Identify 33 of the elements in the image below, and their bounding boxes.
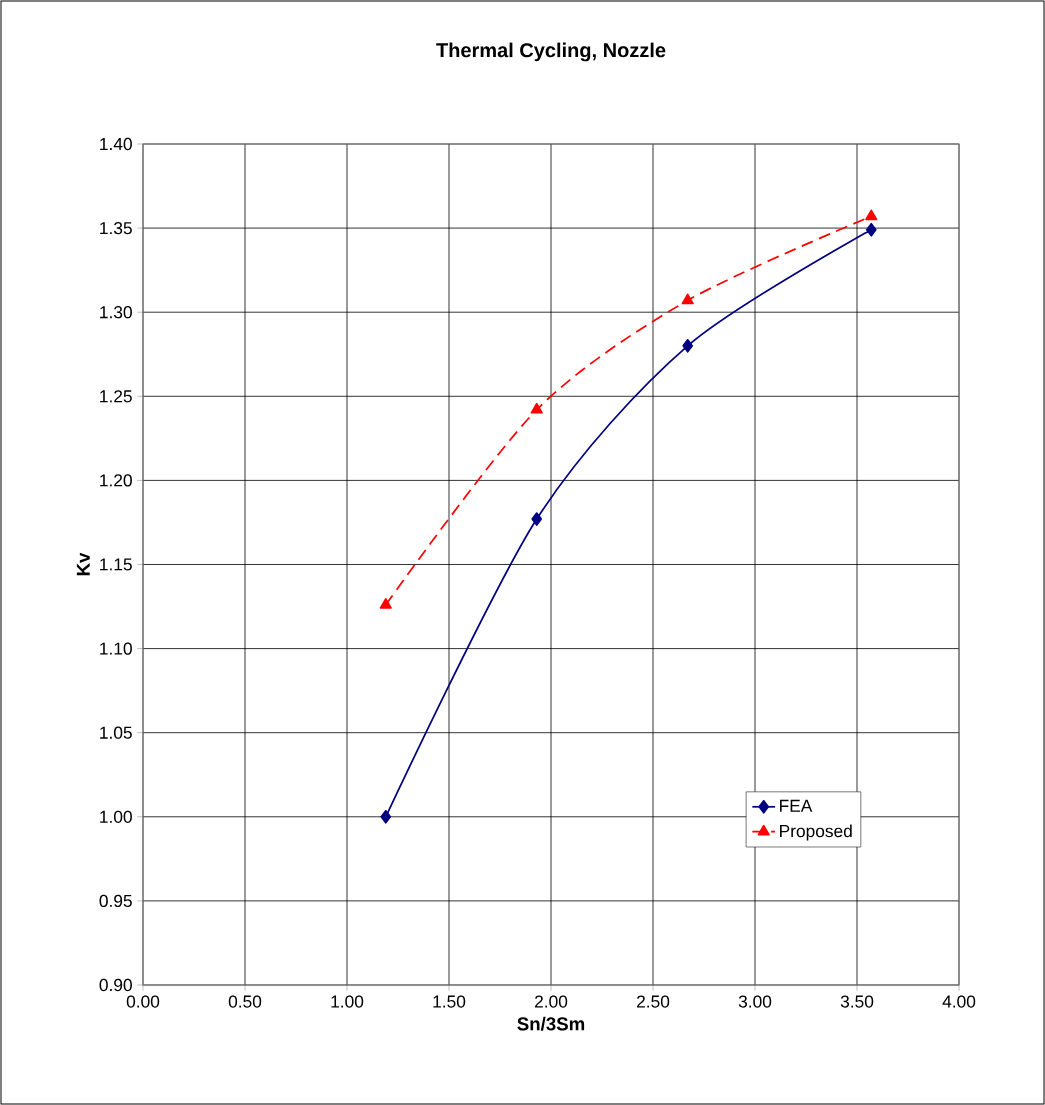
point xyxy=(681,293,694,305)
y-tick-label: 0.90 xyxy=(99,978,132,992)
y-tick-label: 1.25 xyxy=(100,390,132,403)
y-tick-label: 0.95 xyxy=(99,894,132,908)
x-tick-label: 1.00 xyxy=(331,995,364,1008)
x-tick-label: 2.00 xyxy=(535,995,568,1008)
y-tick-label: 1.35 xyxy=(100,221,132,235)
x-tick-label: 2.50 xyxy=(637,995,670,1008)
y-tick-label: 1.40 xyxy=(100,137,132,151)
y-axis-title: Kv xyxy=(76,552,90,576)
x-tick-label: 3.00 xyxy=(738,995,772,1008)
chart-title: Thermal Cycling, Nozzle xyxy=(436,42,666,62)
y-tick-label: 1.10 xyxy=(100,642,132,655)
y-tick-label: 1.20 xyxy=(100,474,132,487)
x-tick-label: 1.50 xyxy=(433,995,466,1008)
point xyxy=(379,597,392,609)
y-tick-label: 1.30 xyxy=(100,306,132,319)
y-tick-label: 1.15 xyxy=(100,558,132,571)
point xyxy=(380,809,392,824)
x-tick-label: 3.50 xyxy=(840,995,874,1008)
x-tick-label: 0.00 xyxy=(126,995,160,1008)
legend-label: FEA xyxy=(780,799,813,812)
x-tick-label: 4.00 xyxy=(942,995,976,1008)
y-tick-label: 1.05 xyxy=(100,726,132,739)
point xyxy=(682,338,694,353)
legend-label: Proposed xyxy=(780,824,852,841)
point xyxy=(530,402,543,414)
point xyxy=(865,209,878,221)
point xyxy=(531,512,543,526)
x-axis-title: Sn/3Sm xyxy=(517,1016,585,1031)
point xyxy=(865,222,877,237)
x-tick-label: 0.50 xyxy=(228,995,262,1008)
y-tick-label: 1.00 xyxy=(100,810,132,823)
